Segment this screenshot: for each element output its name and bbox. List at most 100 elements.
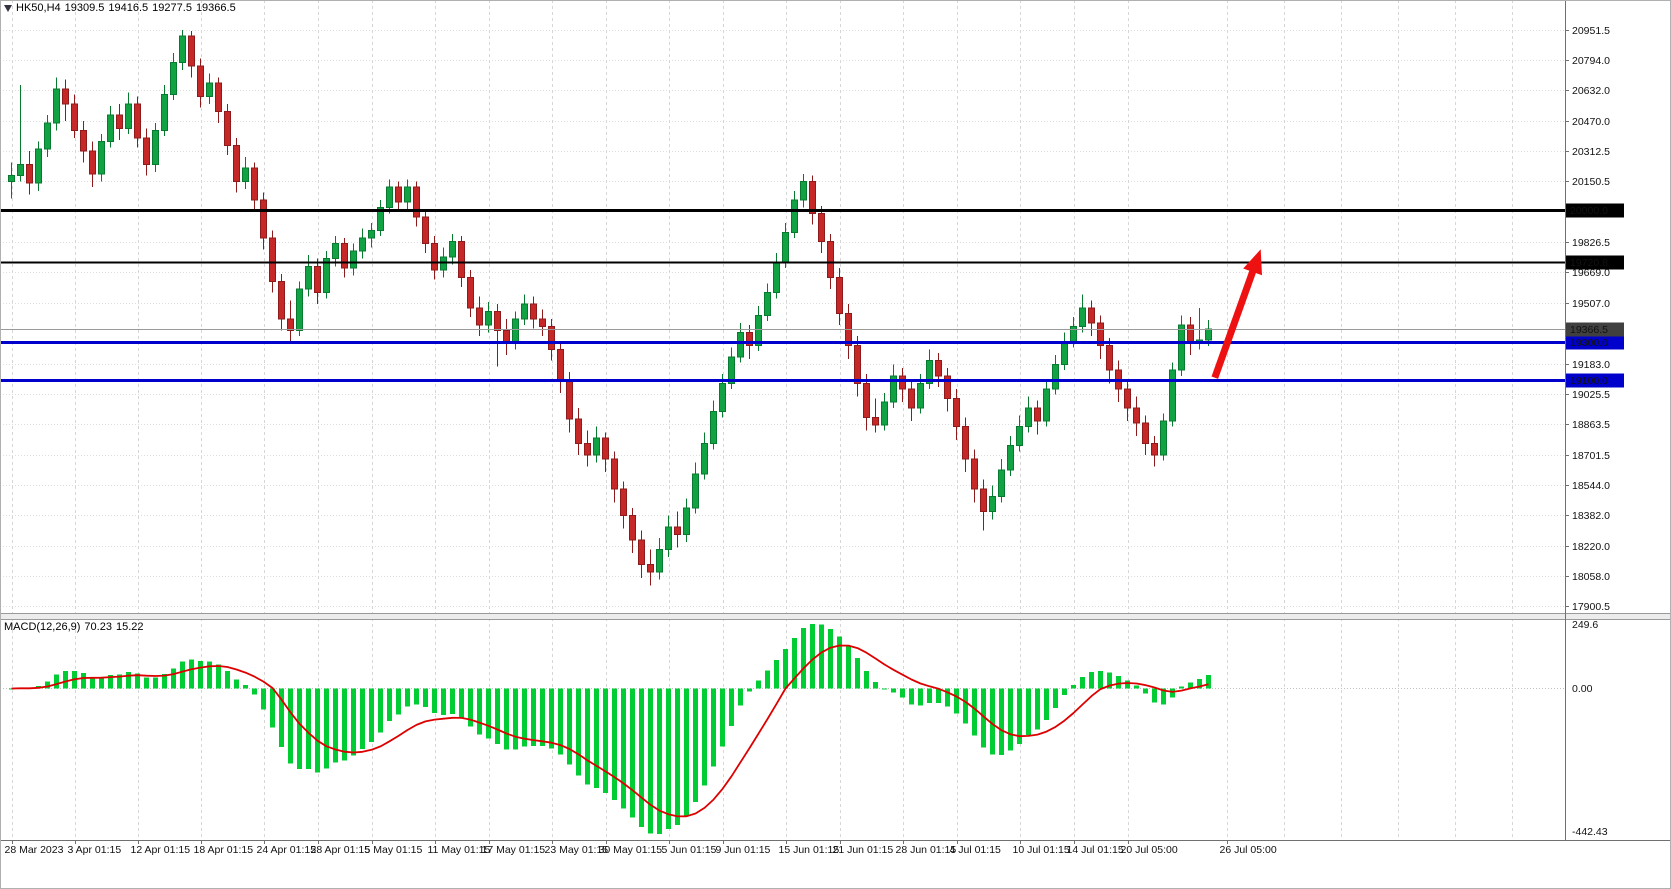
candle-body: [764, 292, 771, 316]
macd-histogram: [9, 624, 1211, 834]
chart-plot-area[interactable]: [0, 0, 1565, 613]
macd-histogram-bar: [738, 688, 743, 706]
candle-body: [8, 175, 15, 182]
time-axis-label: 28 Mar 2023: [5, 844, 64, 856]
candle-body: [116, 114, 123, 129]
candle-body: [26, 163, 33, 184]
candle-body: [350, 250, 357, 269]
price-tick-label: 19183.0: [1572, 359, 1610, 371]
candle-body: [647, 564, 654, 573]
macd-histogram-bar: [594, 688, 599, 789]
candle-body: [242, 167, 249, 182]
macd-histogram-bar: [396, 688, 401, 715]
candle-body: [701, 443, 708, 475]
candle-body: [224, 110, 231, 146]
macd-histogram-bar: [432, 688, 437, 713]
trend-arrow-shaft[interactable]: [1211, 261, 1260, 379]
candle-body: [251, 167, 258, 201]
macd-histogram-bar: [666, 688, 671, 830]
macd-histogram-bar: [657, 688, 662, 834]
candle-body: [152, 129, 159, 165]
candle-body: [35, 148, 42, 184]
candle-body: [485, 311, 492, 326]
candle-body: [989, 496, 996, 513]
macd-tick-label: 0.00: [1572, 683, 1593, 695]
price-line-label: [1566, 373, 1624, 388]
candle-body: [359, 237, 366, 252]
macd-histogram-bar: [423, 688, 428, 708]
candle-body: [134, 103, 141, 139]
candle-body: [755, 314, 762, 347]
macd-histogram-bar: [1008, 688, 1013, 751]
macd-histogram-bar: [783, 649, 788, 689]
candle-body: [827, 241, 834, 279]
candle-body: [782, 231, 789, 263]
symbol-period-label: HK50,H4: [16, 2, 61, 14]
candle-body: [1142, 422, 1149, 445]
price-tick-label: 18058.0: [1572, 571, 1610, 583]
macd-histogram-bar: [576, 688, 581, 776]
macd-histogram-bar: [729, 688, 734, 726]
candle-body: [53, 88, 60, 124]
macd-histogram-bar: [144, 677, 149, 689]
macd-histogram-bar: [828, 628, 833, 689]
candle-body: [683, 507, 690, 535]
macd-histogram-bar: [630, 688, 635, 818]
candle-body: [1016, 426, 1023, 447]
candle-body: [980, 488, 987, 513]
candle-body: [1061, 341, 1068, 365]
macd-histogram-bar: [81, 672, 86, 689]
time-axis-label: 12 Apr 01:15: [131, 844, 191, 856]
candle-body: [719, 382, 726, 413]
macd-histogram-bar: [324, 688, 329, 769]
candle-body: [566, 379, 573, 420]
candle-body: [494, 311, 501, 331]
macd-histogram-bar: [990, 688, 995, 755]
candle-body: [1034, 407, 1041, 422]
time-axis-label: 30 May 01:15: [599, 844, 663, 856]
macd-histogram-bar: [720, 688, 725, 747]
macd-histogram-bar: [981, 688, 986, 748]
macd-histogram-bar: [162, 673, 167, 689]
candle-body: [314, 265, 321, 294]
macd-histogram-bar: [108, 674, 113, 689]
candle-body: [521, 303, 528, 320]
macd-histogram-bar: [1098, 670, 1103, 689]
macd-histogram-bar: [468, 688, 473, 727]
macd-histogram-bar: [873, 681, 878, 689]
candle-body: [854, 345, 861, 384]
candle-body: [1079, 307, 1086, 328]
candle-body: [404, 186, 411, 203]
price-tick-label: 18701.5: [1572, 450, 1610, 462]
macd-main-value: 70.23: [84, 621, 112, 633]
candle-body: [611, 458, 618, 490]
macd-histogram-bar: [819, 624, 824, 689]
candle-body: [1178, 324, 1185, 371]
trend-arrow-head[interactable]: [1243, 249, 1262, 276]
candle-body: [998, 469, 1005, 498]
macd-histogram-bar: [405, 688, 410, 707]
candle-body: [656, 548, 663, 573]
one-click-trading-icon[interactable]: [4, 4, 12, 12]
macd-histogram-bar: [693, 688, 698, 803]
ohlc-open: 19309.5: [64, 2, 105, 14]
macd-histogram-bar: [117, 674, 122, 689]
macd-histogram-bar: [1080, 676, 1085, 689]
candle-body: [1151, 443, 1158, 456]
candle-body: [269, 237, 276, 282]
macd-histogram-bar: [639, 688, 644, 827]
candle-body: [125, 103, 132, 129]
macd-histogram-bar: [360, 688, 365, 750]
candle-body: [296, 288, 303, 331]
macd-histogram-bar: [1116, 675, 1121, 689]
candle-body: [917, 382, 924, 409]
time-axis-label: 24 Apr 01:15: [257, 844, 317, 856]
candle-body: [107, 114, 114, 143]
price-line-label-text: 19366.5: [1570, 324, 1608, 336]
candle-body: [1043, 388, 1050, 422]
candle-body: [953, 397, 960, 428]
panel-separator[interactable]: [0, 613, 1671, 620]
macd-signal-value: 15.22: [115, 621, 144, 633]
